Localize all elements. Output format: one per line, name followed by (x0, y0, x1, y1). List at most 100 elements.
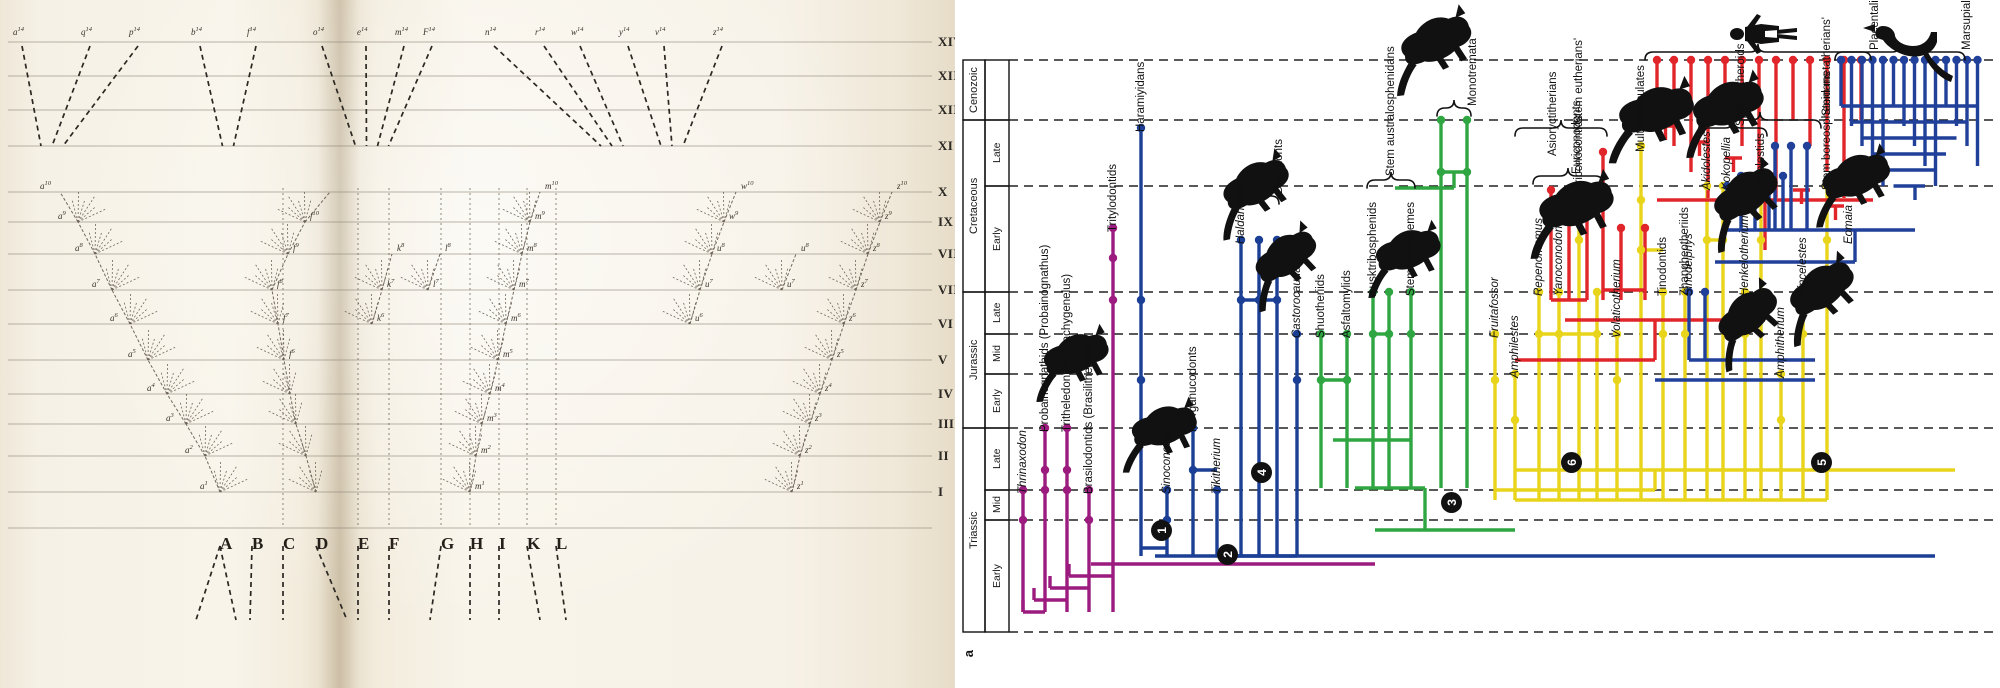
roman-numeral-I: I (938, 484, 944, 499)
mammaliaform-cladogram: Cenozoic Cretaceous Jurassic Triassic Late Ea… (955, 0, 2000, 688)
silhouette-sinoconodon (1122, 396, 1197, 473)
taxon-label-repenomamus: Repenomamus (1533, 218, 1545, 296)
clade-label-stem-metatherians: 'Stem metatherians' (1821, 17, 1833, 118)
bottom-letter-A: A (220, 534, 233, 553)
darwin-tip-label-f14: f14 (247, 26, 257, 37)
taxon-label-probainognathids-probainognathus-: Probainognathids (Probainognathus) (1039, 244, 1051, 432)
paper-texture (0, 0, 955, 688)
taxon-label-multituberculates: Multituberculates (1635, 65, 1647, 152)
taxon-label-akidolestes: Akidolestes (1701, 131, 1713, 190)
darwin-tip-label-o14: o14 (313, 26, 324, 37)
roman-numeral-V: V (938, 352, 948, 367)
silhouette-morganucodont (1036, 323, 1109, 402)
darwin-node-label-a5: a5 (128, 348, 136, 359)
darwin-tip-label-b14: b14 (191, 26, 202, 37)
clade-label-spalacotheroids: Spalacotheroids (1735, 43, 1747, 126)
darwin-node-label-a2: a2 (185, 444, 193, 455)
darwin-node-label-a9: a9 (58, 210, 66, 221)
darwin-node-label-w9: w9 (729, 210, 739, 221)
epoch-label-early-8: Early (991, 564, 1003, 588)
darwin-node-label-u7: u7 (787, 278, 795, 289)
silhouette-sinodelphys (1790, 250, 1854, 348)
darwin-node-label-l8: l8 (445, 242, 451, 253)
silhouette-monotreme (1397, 4, 1472, 97)
darwin-node-label-u8: u8 (801, 242, 809, 253)
darwin-node-label-k6: k6 (377, 312, 385, 323)
roman-numeral-XIV: XIV (938, 34, 955, 49)
darwin-node-label-z2: z2 (805, 444, 812, 455)
taxon-label-shuotheriids: Shuotheriids (1315, 274, 1327, 338)
clade-label-stem-australosphenidans: Stem australosphenidans (1385, 46, 1397, 176)
epoch-label-early-2: Early (991, 227, 1003, 251)
era-label-cenozoic: Cenozoic (968, 67, 980, 113)
bottom-letter-E: E (358, 534, 370, 553)
darwin-node-label-k8: k8 (397, 242, 405, 253)
bottom-letter-L: L (556, 534, 568, 553)
darwin-node-label-f9: f9 (293, 242, 299, 253)
epoch-label-early-5: Early (991, 389, 1003, 413)
clade-label-stem-eutherians: 'Stem eutherians' (1573, 37, 1585, 126)
silhouette-repenomamus (1530, 168, 1614, 259)
taxon-label-dryolestids: Dryolestids (1755, 133, 1767, 190)
roman-numeral-X: X (938, 184, 948, 199)
node-marker-1: 1 (1151, 520, 1172, 541)
node-marker-3: 3 (1441, 492, 1462, 513)
darwin-node-label-w10: w10 (741, 180, 754, 191)
darwin-node-label-a4: a4 (147, 382, 155, 393)
darwin-node-label-m9: m9 (535, 210, 545, 221)
taxon-label-asioryctitherians: Asioryctitherians (1547, 71, 1559, 156)
darwin-tip-label-p14: p14 (129, 26, 140, 37)
darwin-tip-label-e14: e14 (357, 26, 368, 37)
taxon-label-thrinaxodon: Thrinaxodon (1017, 430, 1029, 494)
darwin-node-label-u6: u6 (695, 312, 703, 323)
taxon-label-tritylodontids: Tritylodontids (1107, 164, 1119, 232)
silhouette-spalacotheroid (1714, 156, 1778, 254)
taxon-label-castorocauda: Castorocauda (1291, 266, 1303, 338)
bottom-letter-G: G (441, 534, 455, 553)
darwin-node-label-u8: u8 (717, 242, 725, 253)
taxon-label-haldanodon: Haldanodon (1235, 181, 1247, 244)
silhouette-volaticotherium (1608, 75, 1694, 164)
taxon-label-asfaltomylids: Asfaltomylids (1341, 270, 1353, 338)
node-marker-4: 4 (1251, 462, 1272, 483)
epoch-label-mid-4: Mid (991, 345, 1003, 363)
silhouette-castorocauda (1255, 220, 1317, 313)
roman-numeral-IV: IV (938, 386, 954, 401)
silhouette-eomaia (1816, 143, 1891, 228)
roman-numeral-XIII: XIII (938, 68, 955, 83)
epoch-label-mid-7: Mid (991, 496, 1003, 514)
taxon-label-stem-monotremes: Stem monotremes (1405, 202, 1417, 296)
darwin-node-label-f7: f7 (283, 312, 289, 323)
taxon-label-morganucodonts: Morganucodonts (1187, 346, 1199, 432)
roman-numeral-II: II (938, 448, 949, 463)
darwin-node-label-m10: m10 (545, 180, 558, 191)
darwin-node-label-a3: a3 (166, 412, 174, 423)
taxon-label-vincelestes: Vincelestes (1797, 237, 1809, 296)
darwin-diagram-svg: .dh{stroke:#8a8removed;} (8, 41, 932, 621)
clade-label-placentalia: Placentalia (1869, 0, 1881, 50)
taxon-label-tikitherium: Tikitherium (1211, 437, 1223, 494)
darwin-node-label-a6: a6 (110, 312, 118, 323)
epoch-label-late-3: Late (991, 302, 1003, 324)
darwin-node-label-k7: k7 (387, 278, 395, 289)
roman-numeral-XII: XII (938, 102, 955, 117)
darwin-node-label-f10: f10 (310, 210, 320, 221)
epoch-label-late-1: Late (991, 142, 1003, 164)
darwin-tree-of-life-plate: .dh{stroke:#8a8removed;} XIVXIIIXIIXIXIX… (0, 0, 955, 688)
clade-label-monotremata: Monotremata (1467, 38, 1479, 106)
roman-numeral-IX: IX (938, 214, 954, 229)
darwin-node-label-m3: m3 (487, 412, 497, 423)
taxon-label-tritheledontids-pachygenelus-: Tritheledontids (Pachygenelus) (1061, 273, 1073, 432)
darwin-node-label-z10: z10 (897, 180, 908, 191)
roman-numeral-III: III (938, 416, 955, 431)
darwin-node-label-a10: a10 (40, 180, 51, 191)
era-label-cretaceous: Cretaceous (968, 177, 980, 235)
node-marker-6: 6 (1561, 452, 1582, 473)
silhouette-australosphenidan (1368, 219, 1441, 298)
roman-numeral-XI: XI (938, 138, 954, 153)
clade-label-docodonts: Docodonts (1273, 139, 1285, 194)
roman-numeral-VI: VI (938, 316, 954, 331)
darwin-node-label-a8: a8 (75, 242, 83, 253)
